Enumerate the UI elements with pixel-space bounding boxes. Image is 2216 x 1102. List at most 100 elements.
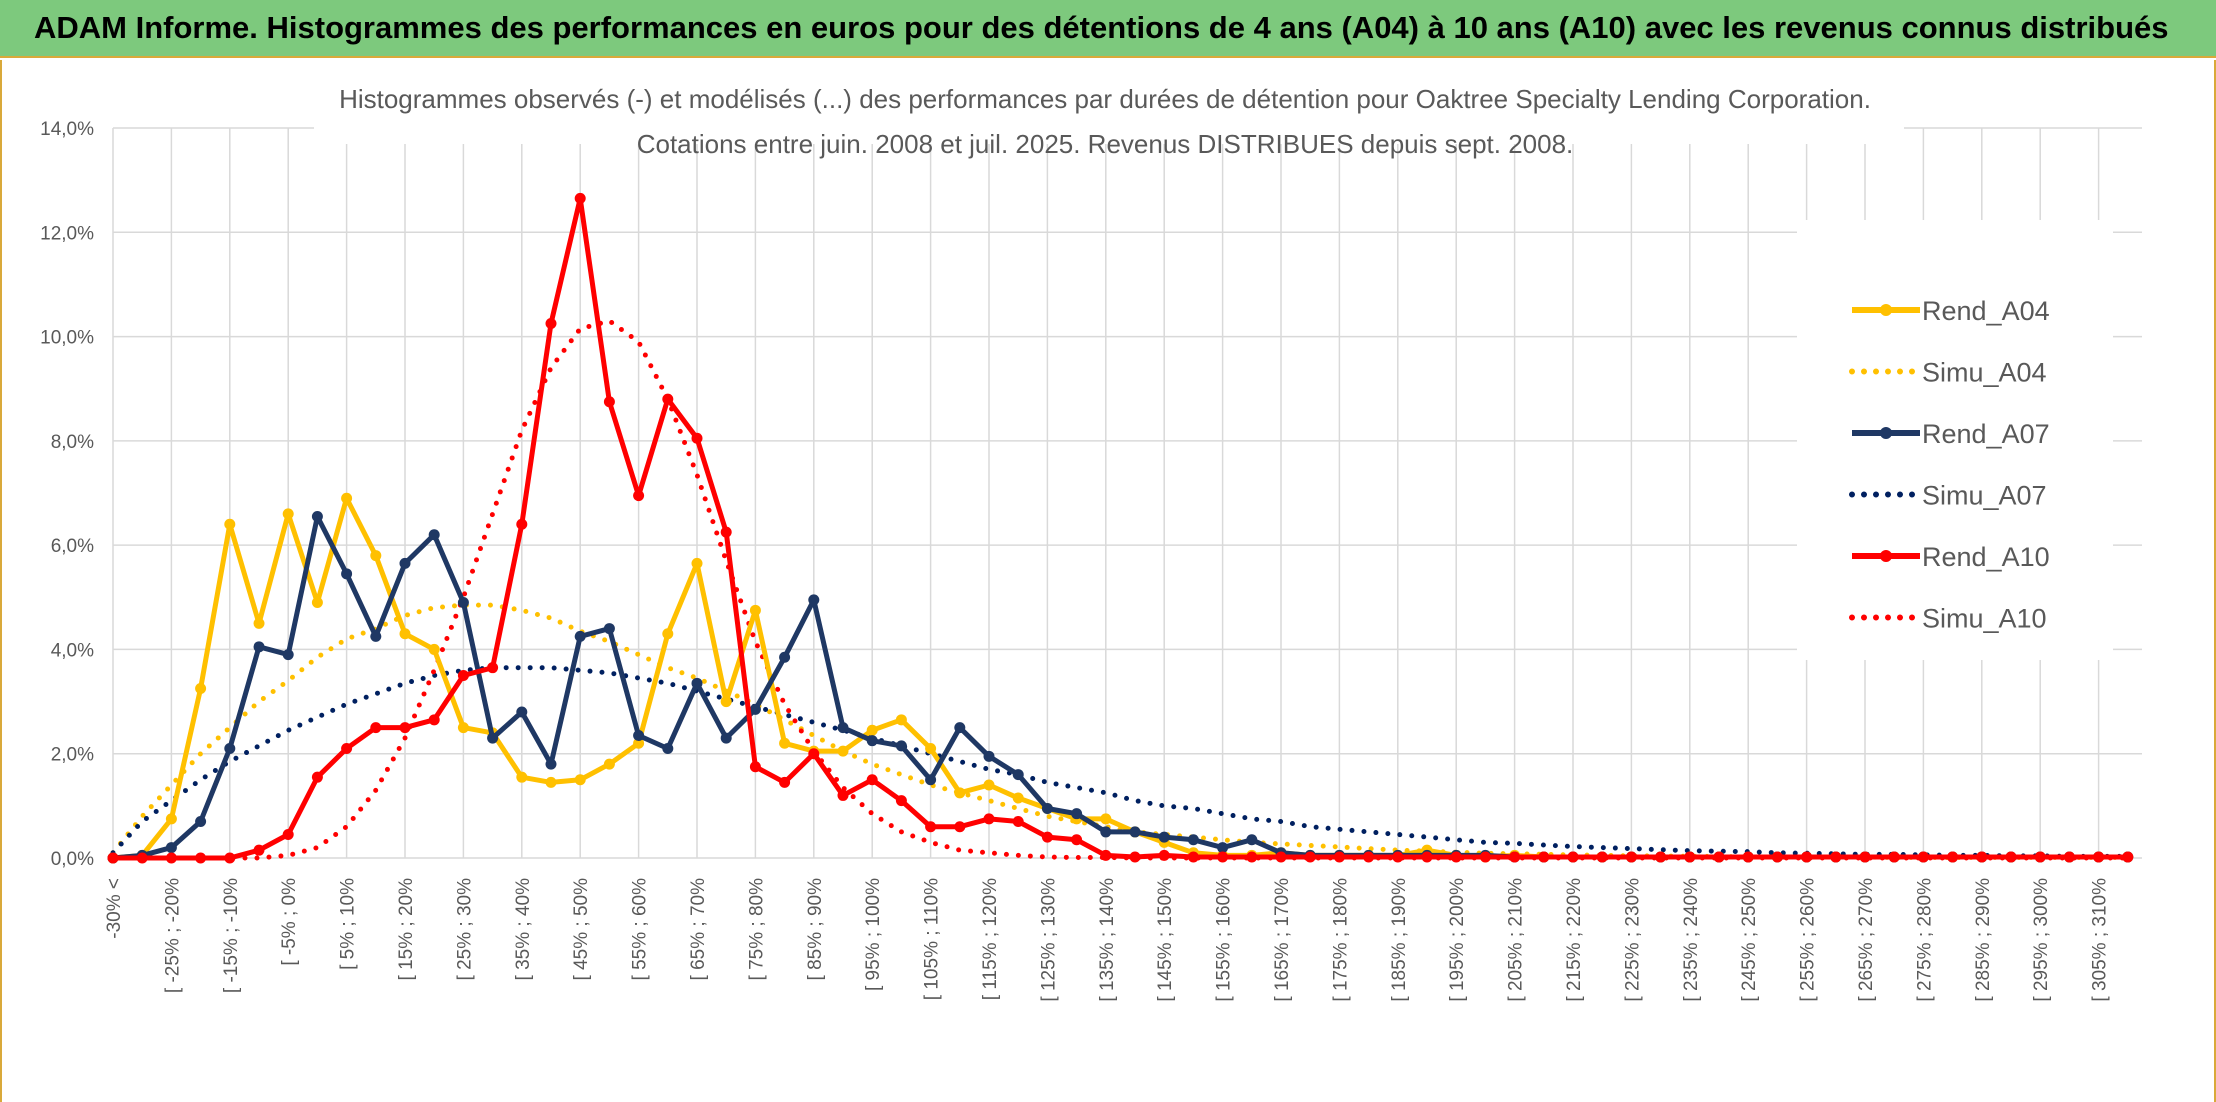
data-point-Rend_A07 <box>370 630 382 642</box>
x-tick-label: [ 145% ; 150% <box>1155 878 1176 1002</box>
data-point-Rend_A07 <box>720 732 732 744</box>
data-point-Rend_A10 <box>1684 851 1696 863</box>
data-point-Rend_A04 <box>720 696 732 708</box>
data-point-Rend_A07 <box>224 743 236 754</box>
data-point-Rend_A04 <box>837 745 849 757</box>
data-point-Rend_A10 <box>1246 851 1258 863</box>
data-point-Rend_A10 <box>1976 851 1988 863</box>
series-layer <box>107 192 2134 864</box>
data-point-Rend_A04 <box>925 743 937 754</box>
data-point-Rend_A04 <box>457 722 469 734</box>
data-point-Rend_A04 <box>195 683 207 695</box>
data-point-Rend_A04 <box>253 617 265 629</box>
x-tick-label: [ 95% ; 100% <box>863 878 884 991</box>
data-point-Rend_A10 <box>1947 851 1959 863</box>
data-point-Rend_A10 <box>574 192 586 204</box>
data-point-Rend_A04 <box>165 813 177 825</box>
x-tick-label: [ 215% ; 220% <box>1564 878 1585 1002</box>
legend-label-Simu_A07: Simu_A07 <box>1922 481 2047 511</box>
data-point-Rend_A10 <box>1509 851 1521 863</box>
data-point-Rend_A04 <box>1100 813 1112 825</box>
data-point-Rend_A10 <box>2063 851 2075 863</box>
data-point-Rend_A07 <box>808 594 820 606</box>
data-point-Rend_A10 <box>1596 851 1608 863</box>
data-point-Rend_A10 <box>195 852 207 864</box>
data-point-Rend_A10 <box>1538 851 1550 863</box>
data-point-Rend_A07 <box>895 740 907 752</box>
data-point-Rend_A10 <box>1771 851 1783 863</box>
x-tick-label: [ 85% ; 90% <box>805 878 826 981</box>
data-point-Rend_A10 <box>2005 851 2017 863</box>
data-point-Rend_A07 <box>428 529 440 541</box>
page-title: ADAM Informe. Histogrammes des performan… <box>34 10 2169 45</box>
legend-item-Simu_A07: Simu_A07 <box>1849 481 2047 511</box>
y-tick-label: 10,0% <box>40 328 94 349</box>
data-point-Rend_A10 <box>224 852 236 864</box>
data-point-Rend_A10 <box>2093 851 2105 863</box>
data-point-Rend_A04 <box>370 550 382 562</box>
data-point-Rend_A10 <box>1567 851 1579 863</box>
data-point-Rend_A10 <box>1100 849 1112 861</box>
data-point-Rend_A07 <box>282 649 294 661</box>
title-background <box>314 64 1904 144</box>
x-tick-label: [ 305% ; 310% <box>2090 878 2111 1002</box>
series-line-Rend_A10 <box>113 195 2128 861</box>
y-tick-label: 8,0% <box>51 432 94 453</box>
data-point-Rend_A04 <box>224 518 236 530</box>
data-point-Rend_A10 <box>1655 851 1667 863</box>
data-point-Rend_A07 <box>866 735 878 747</box>
data-point-Rend_A10 <box>603 396 615 408</box>
data-point-Rend_A10 <box>1742 851 1754 863</box>
series-line-Simu_A07 <box>110 665 2131 859</box>
data-point-Rend_A10 <box>2034 851 2046 863</box>
data-point-Rend_A10 <box>1479 851 1491 863</box>
x-tick-label: [ 5% ; 10% <box>338 878 359 970</box>
data-point-Rend_A10 <box>925 821 937 833</box>
x-tick-label: [ 185% ; 190% <box>1389 878 1410 1002</box>
header-banner: ADAM Informe. Histogrammes des performan… <box>0 0 2216 58</box>
data-point-Rend_A07 <box>341 568 353 580</box>
data-point-Rend_A07 <box>954 722 966 734</box>
legend-item-Rend_A07: Rend_A07 <box>1852 419 2050 449</box>
data-point-Rend_A07 <box>1187 834 1199 846</box>
x-tick-label: [ 25% ; 30% <box>454 878 475 981</box>
data-point-Rend_A04 <box>282 508 294 520</box>
y-tick-label: 6,0% <box>51 536 94 557</box>
data-point-Rend_A10 <box>983 813 995 825</box>
legend-marker-Rend_A10 <box>1880 550 1892 562</box>
data-point-Rend_A07 <box>195 816 207 827</box>
data-point-Rend_A04 <box>895 714 907 726</box>
x-tick-label: [ 45% ; 50% <box>571 878 592 981</box>
x-tick-label: [ 235% ; 240% <box>1681 878 1702 1002</box>
data-point-Rend_A07 <box>516 706 528 718</box>
data-point-Rend_A07 <box>1041 802 1053 814</box>
series-Simu_A07 <box>110 665 2131 859</box>
y-tick-label: 12,0% <box>40 223 94 244</box>
data-point-Rend_A10 <box>1859 851 1871 863</box>
data-point-Rend_A04 <box>633 737 645 749</box>
data-point-Rend_A10 <box>1217 851 1229 863</box>
data-point-Rend_A04 <box>954 787 966 799</box>
data-point-Rend_A10 <box>1625 851 1637 863</box>
data-point-Rend_A10 <box>662 393 674 405</box>
data-point-Rend_A10 <box>1012 816 1024 827</box>
legend-label-Simu_A04: Simu_A04 <box>1922 358 2047 388</box>
data-point-Rend_A07 <box>487 732 499 744</box>
data-point-Rend_A07 <box>1158 831 1170 843</box>
x-tick-label: [ 75% ; 80% <box>746 878 767 981</box>
data-point-Rend_A10 <box>1158 849 1170 861</box>
data-point-Rend_A10 <box>399 722 411 734</box>
series-Rend_A10 <box>107 192 2134 864</box>
data-point-Rend_A10 <box>633 490 645 502</box>
data-point-Rend_A10 <box>895 795 907 807</box>
data-point-Rend_A10 <box>1713 851 1725 863</box>
data-point-Rend_A10 <box>1392 851 1404 863</box>
data-point-Rend_A10 <box>1830 851 1842 863</box>
data-point-Rend_A07 <box>1071 808 1083 820</box>
chart-frame: Histogrammes observés (-) et modélisés (… <box>0 60 2216 1102</box>
data-point-Rend_A07 <box>1217 842 1229 854</box>
legend-item-Simu_A04: Simu_A04 <box>1849 358 2047 388</box>
legend-label-Rend_A10: Rend_A10 <box>1922 542 2050 572</box>
legend-item-Simu_A10: Simu_A10 <box>1849 604 2047 634</box>
data-point-Rend_A04 <box>779 737 791 749</box>
